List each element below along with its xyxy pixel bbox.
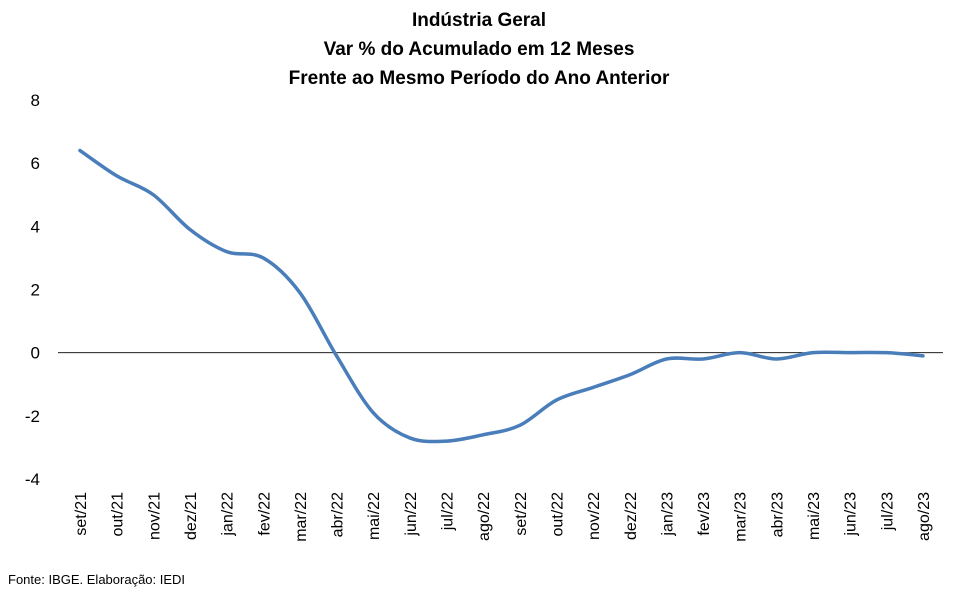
data-point <box>408 436 412 440</box>
data-point <box>188 227 192 231</box>
data-point <box>921 354 925 358</box>
x-tick-label: mai/23 <box>806 492 823 540</box>
y-tick-label: 6 <box>31 154 40 173</box>
x-tick-label: mar/23 <box>733 492 750 542</box>
x-tick-label: jul/22 <box>440 492 457 531</box>
x-tick-label: jan/23 <box>659 492 676 537</box>
x-tick-label: dez/22 <box>623 492 640 540</box>
x-tick-label: jun/22 <box>403 492 420 537</box>
x-tick-label: nov/22 <box>586 492 603 540</box>
data-point <box>884 351 888 355</box>
data-point <box>848 351 852 355</box>
data-point <box>445 439 448 443</box>
x-tick-label: dez/21 <box>183 492 200 540</box>
data-point <box>371 411 375 415</box>
y-tick-label: 8 <box>31 91 40 110</box>
data-point <box>591 385 595 389</box>
x-tick-label: out/21 <box>110 492 127 537</box>
x-tick-label: abr/23 <box>769 492 786 537</box>
y-tick-label: -4 <box>25 470 40 489</box>
chart-title: Indústria Geral Var % do Acumulado em 12… <box>0 6 958 93</box>
x-tick-label: mar/22 <box>293 492 310 542</box>
x-tick-label: set/22 <box>513 492 530 536</box>
data-point <box>518 423 522 427</box>
data-point <box>738 351 742 355</box>
chart-title-line-1: Indústria Geral <box>411 10 547 31</box>
data-point <box>261 256 265 260</box>
y-tick-label: 0 <box>31 344 40 363</box>
data-point <box>701 357 705 361</box>
chart-title-line-2: Var % do Acumulado em 12 Meses <box>323 39 635 60</box>
y-tick-label: 4 <box>31 217 40 236</box>
x-tick-label: mai/22 <box>366 492 383 540</box>
chart-title-line-3: Frente ao Mesmo Período do Ano Anterior <box>288 68 670 89</box>
series-line <box>78 148 925 444</box>
data-point <box>151 193 155 197</box>
data-point <box>78 149 82 153</box>
y-tick-label: -2 <box>25 407 40 426</box>
x-tick-label: ago/22 <box>476 492 493 541</box>
x-tick-label: abr/22 <box>330 492 347 537</box>
data-point <box>628 373 632 377</box>
data-point <box>664 357 668 361</box>
data-point <box>774 357 778 361</box>
data-point <box>335 354 339 358</box>
x-tick-label: fev/22 <box>256 492 273 536</box>
x-tick-label: jul/23 <box>879 492 896 531</box>
data-point <box>481 433 485 437</box>
source-note: Fonte: IBGE. Elaboração: IEDI <box>8 572 186 587</box>
x-tick-label: out/22 <box>549 492 566 537</box>
x-tick-label: fev/23 <box>696 492 713 536</box>
x-tick-label: jan/22 <box>220 492 237 537</box>
x-tick-label: set/21 <box>73 492 90 536</box>
data-point <box>115 174 119 178</box>
y-tick-label: 2 <box>31 281 40 300</box>
x-tick-label: nov/21 <box>146 492 163 540</box>
data-point <box>554 398 558 402</box>
data-point <box>225 250 229 254</box>
x-tick-label: ago/23 <box>916 492 933 541</box>
x-tick-label: jun/23 <box>843 492 860 537</box>
data-point <box>298 291 302 295</box>
data-point <box>811 351 815 355</box>
